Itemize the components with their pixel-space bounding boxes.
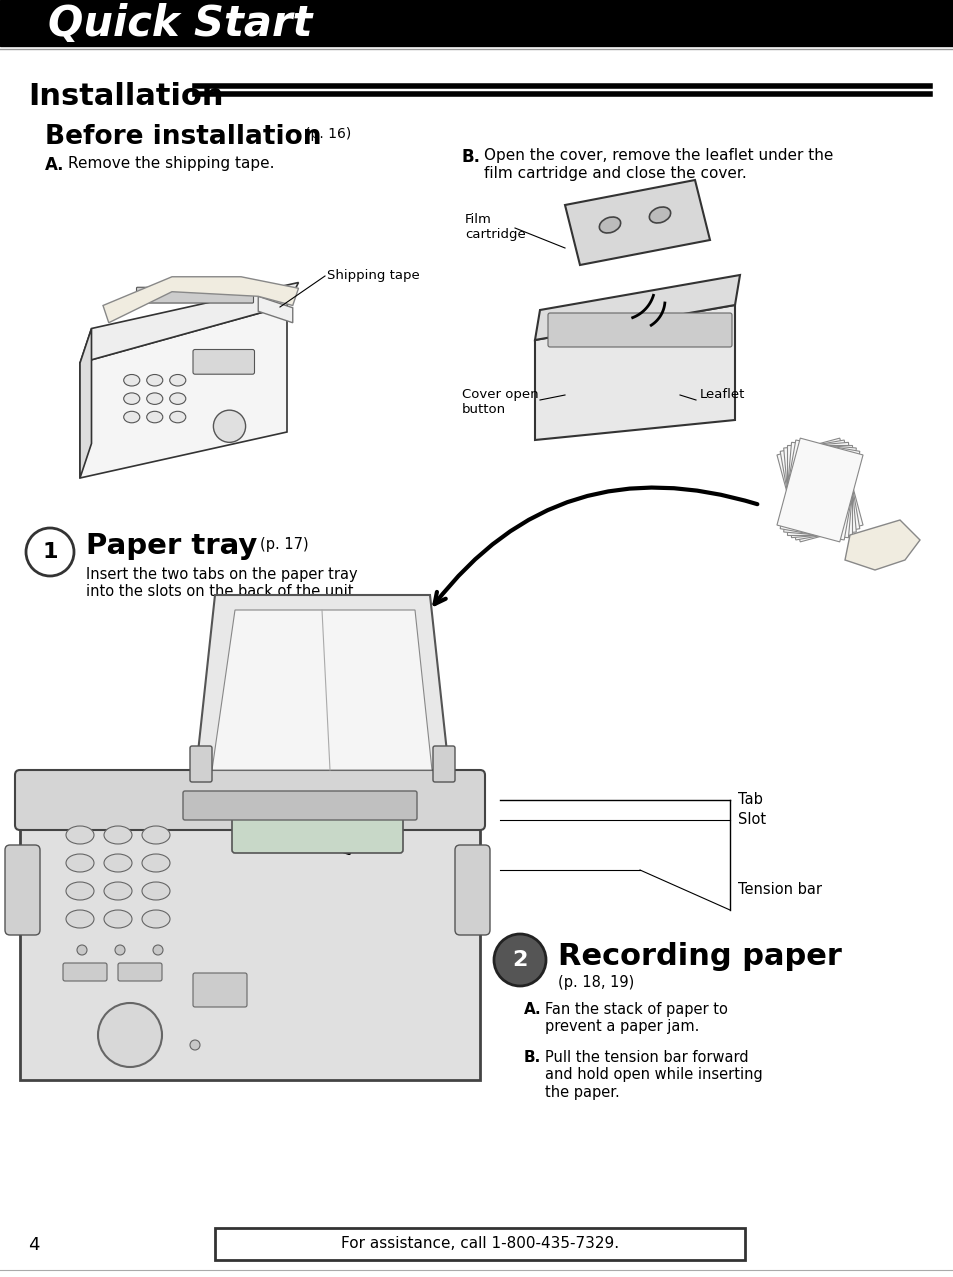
Ellipse shape xyxy=(104,882,132,900)
Text: Remove the shipping tape.: Remove the shipping tape. xyxy=(68,156,274,171)
Ellipse shape xyxy=(147,411,163,423)
Bar xyxy=(0,0,953,46)
Polygon shape xyxy=(786,444,852,535)
Polygon shape xyxy=(80,328,91,478)
Polygon shape xyxy=(782,442,856,538)
Polygon shape xyxy=(194,595,450,780)
Polygon shape xyxy=(258,296,293,323)
Text: Tab: Tab xyxy=(738,793,762,807)
Polygon shape xyxy=(103,277,298,323)
Text: (p. 17): (p. 17) xyxy=(260,538,309,552)
Ellipse shape xyxy=(649,207,670,223)
Ellipse shape xyxy=(104,911,132,928)
Text: 1: 1 xyxy=(42,541,58,562)
Text: Leaflet: Leaflet xyxy=(700,388,744,401)
FancyBboxPatch shape xyxy=(63,963,107,981)
Polygon shape xyxy=(776,438,862,541)
Polygon shape xyxy=(782,442,856,538)
Circle shape xyxy=(77,945,87,955)
Text: (p. 18, 19): (p. 18, 19) xyxy=(558,976,634,990)
Text: Before installation: Before installation xyxy=(45,124,321,149)
Text: Shipping tape: Shipping tape xyxy=(327,268,419,281)
Ellipse shape xyxy=(598,217,620,232)
Ellipse shape xyxy=(124,393,140,405)
Bar xyxy=(214,1228,744,1260)
FancyBboxPatch shape xyxy=(5,845,40,935)
Ellipse shape xyxy=(170,393,186,405)
Circle shape xyxy=(26,527,74,576)
Ellipse shape xyxy=(124,374,140,386)
Circle shape xyxy=(190,1039,200,1050)
Text: A.: A. xyxy=(523,1002,541,1016)
Ellipse shape xyxy=(170,411,186,423)
Text: Installation: Installation xyxy=(28,82,223,111)
Ellipse shape xyxy=(66,911,94,928)
Text: Recording paper: Recording paper xyxy=(558,942,841,971)
Polygon shape xyxy=(776,438,862,541)
Polygon shape xyxy=(535,275,740,340)
Polygon shape xyxy=(80,305,287,478)
Ellipse shape xyxy=(147,393,163,405)
Ellipse shape xyxy=(124,411,140,423)
Ellipse shape xyxy=(142,911,170,928)
Ellipse shape xyxy=(104,826,132,844)
Circle shape xyxy=(213,410,245,442)
Text: 2: 2 xyxy=(512,950,527,971)
Text: Open the cover, remove the leaflet under the: Open the cover, remove the leaflet under… xyxy=(483,148,833,163)
Ellipse shape xyxy=(147,374,163,386)
FancyBboxPatch shape xyxy=(232,817,402,853)
Text: For assistance, call 1-800-435-7329.: For assistance, call 1-800-435-7329. xyxy=(340,1236,618,1251)
Ellipse shape xyxy=(66,854,94,872)
FancyBboxPatch shape xyxy=(455,845,490,935)
Polygon shape xyxy=(20,810,479,1080)
Circle shape xyxy=(152,945,163,955)
Text: 4: 4 xyxy=(28,1236,39,1254)
Ellipse shape xyxy=(142,826,170,844)
Polygon shape xyxy=(780,441,859,540)
Polygon shape xyxy=(212,610,432,770)
Text: Film
cartridge: Film cartridge xyxy=(464,213,525,241)
Text: Tension bar: Tension bar xyxy=(738,882,821,898)
Circle shape xyxy=(98,1002,162,1068)
Text: Cover open
button: Cover open button xyxy=(461,388,538,416)
Ellipse shape xyxy=(66,826,94,844)
Circle shape xyxy=(115,945,125,955)
FancyBboxPatch shape xyxy=(183,790,416,820)
Ellipse shape xyxy=(170,374,186,386)
Text: film cartridge and close the cover.: film cartridge and close the cover. xyxy=(483,166,746,181)
Text: Slot: Slot xyxy=(738,812,765,827)
FancyBboxPatch shape xyxy=(190,746,212,782)
Text: Quick Start: Quick Start xyxy=(48,3,312,45)
Text: A.: A. xyxy=(45,156,65,174)
Text: Pull the tension bar forward
and hold open while inserting
the paper.: Pull the tension bar forward and hold op… xyxy=(544,1050,762,1099)
Ellipse shape xyxy=(142,854,170,872)
Ellipse shape xyxy=(104,854,132,872)
FancyBboxPatch shape xyxy=(193,973,247,1008)
FancyBboxPatch shape xyxy=(547,313,731,347)
Ellipse shape xyxy=(66,882,94,900)
Polygon shape xyxy=(780,441,859,540)
Polygon shape xyxy=(535,305,734,441)
Text: Fan the stack of paper to
prevent a paper jam.: Fan the stack of paper to prevent a pape… xyxy=(544,1002,727,1034)
Circle shape xyxy=(494,933,545,986)
Polygon shape xyxy=(564,180,709,266)
FancyBboxPatch shape xyxy=(136,287,253,303)
FancyBboxPatch shape xyxy=(433,746,455,782)
Text: Insert the two tabs on the paper tray
into the slots on the back of the unit.: Insert the two tabs on the paper tray in… xyxy=(86,567,358,599)
FancyBboxPatch shape xyxy=(15,770,484,830)
FancyBboxPatch shape xyxy=(118,963,162,981)
Text: (p. 16): (p. 16) xyxy=(305,126,351,140)
FancyBboxPatch shape xyxy=(193,350,254,374)
Text: B.: B. xyxy=(461,148,480,166)
Polygon shape xyxy=(844,520,919,570)
Polygon shape xyxy=(80,282,298,363)
Ellipse shape xyxy=(142,882,170,900)
Text: B.: B. xyxy=(523,1050,540,1065)
Text: Paper tray: Paper tray xyxy=(86,533,257,561)
